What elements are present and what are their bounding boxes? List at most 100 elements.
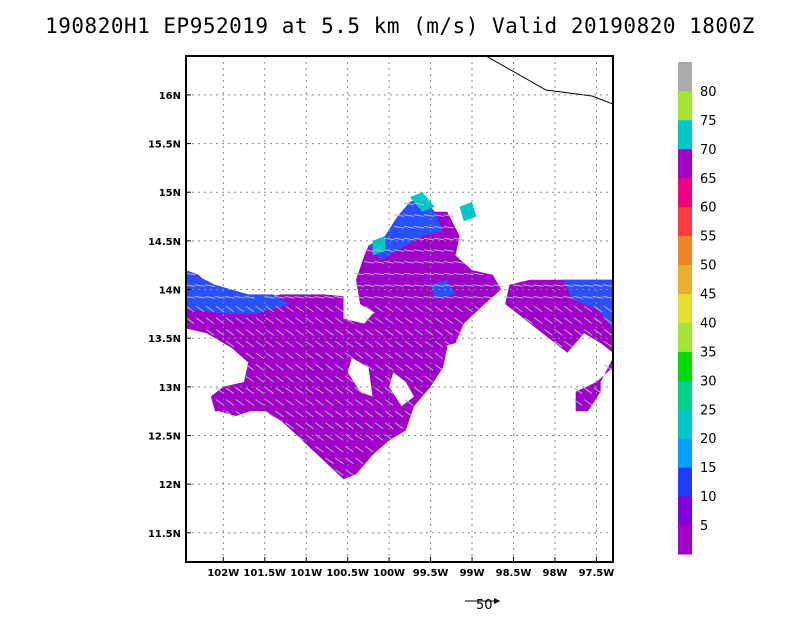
wind-vector: [573, 296, 584, 299]
wind-vector: [404, 375, 414, 383]
chart-title: 190820H1 EP952019 at 5.5 km (m/s) Valid …: [45, 14, 755, 38]
colorbar-swatch: [678, 119, 692, 150]
wind-vector: [513, 296, 524, 299]
wind-vector: [453, 284, 464, 287]
wind-vector: [394, 317, 404, 325]
wind-vector: [275, 375, 284, 383]
wind-vector: [404, 399, 414, 406]
wind-vector: [384, 410, 394, 418]
wind-vector: [265, 375, 275, 383]
wind-vector: [345, 328, 354, 336]
wind-vector: [245, 305, 255, 313]
wind-vector: [244, 296, 255, 299]
wind-vector: [553, 305, 563, 313]
wind-vector: [354, 296, 365, 299]
wind-vector: [583, 296, 594, 299]
wind-vector: [544, 317, 553, 325]
wind-vector: [394, 226, 405, 229]
wind-vector: [463, 284, 474, 287]
wind-region-high: [430, 279, 456, 300]
wind-vector: [583, 328, 593, 336]
wind-vector: [423, 296, 434, 299]
wind-region-high: [186, 270, 290, 314]
wind-vector: [235, 410, 245, 418]
wind-vector: [354, 387, 364, 395]
wind-vector: [434, 328, 444, 336]
wind-vector: [274, 296, 285, 299]
wind-vector: [523, 284, 534, 287]
wind-vector: [364, 363, 374, 371]
wind-vector: [335, 363, 344, 371]
y-tick-label: 16N: [159, 91, 181, 102]
x-tick-label: 99W: [460, 568, 485, 579]
wind-vector: [394, 422, 404, 430]
wind-vector: [186, 305, 195, 313]
wind-vector: [413, 226, 424, 229]
wind-vector: [394, 249, 405, 252]
wind-vector: [414, 317, 424, 325]
wind-vector: [265, 399, 275, 406]
wind-vector: [603, 305, 613, 313]
wind-vector: [424, 340, 434, 348]
x-tick-label: 100.5W: [326, 568, 369, 579]
wind-vector: [354, 352, 364, 360]
wind-vector: [345, 469, 354, 476]
wind-vectors: [186, 202, 613, 476]
wind-vector: [265, 363, 275, 371]
wind-vector: [394, 237, 405, 241]
wind-vector: [394, 305, 404, 313]
wind-vector: [345, 457, 354, 465]
wind-vector: [414, 363, 424, 371]
wind-vector: [315, 375, 324, 383]
wind-vector: [325, 399, 334, 406]
wind-vector: [414, 352, 424, 360]
wind-vector: [285, 410, 294, 418]
wind-vector: [265, 317, 275, 325]
wind-vector: [275, 317, 284, 325]
wind-vector: [255, 317, 265, 325]
colorbar-swatch: [678, 206, 692, 237]
wind-vector: [335, 399, 344, 406]
reference-vector-label: 50: [476, 598, 493, 613]
wind-vector: [404, 296, 415, 299]
wind-vector: [423, 272, 434, 276]
wind-vector: [593, 284, 604, 287]
plot-frame: [185, 55, 614, 563]
grid-lines: [186, 56, 613, 562]
wind-vector: [215, 328, 225, 336]
wind-vector: [215, 305, 225, 313]
wind-field: [186, 192, 613, 480]
wind-vector: [524, 305, 533, 313]
wind-vector: [404, 284, 415, 287]
wind-vector: [434, 317, 444, 325]
wind-vector: [394, 328, 404, 336]
y-axis: 11.5N 12N 12.5N 13N 13.5N 14N 14.5N 15N 15.5N 16N: [148, 91, 191, 540]
wind-vector: [245, 340, 255, 348]
wind-vector: [524, 317, 533, 325]
wind-vector: [473, 296, 484, 299]
wind-vector: [413, 261, 424, 264]
wind-vector: [225, 317, 235, 325]
wind-vector: [414, 387, 424, 395]
colorbar: 5 10 15 20 25 30 35 40 45 50 55 60 65 70 75 80: [678, 62, 717, 555]
wind-vector: [215, 387, 225, 395]
wind-vector: [295, 340, 304, 348]
wind-vector: [433, 237, 444, 241]
colorbar-swatch: [678, 525, 692, 555]
wind-vector: [404, 410, 414, 418]
wind-vector: [384, 237, 395, 241]
x-tick-label: 102W: [207, 568, 239, 579]
wind-vector: [364, 317, 374, 325]
wind-vector: [593, 317, 603, 325]
wind-vector: [315, 352, 324, 360]
colorbar-swatch: [678, 380, 692, 410]
wind-vector: [464, 305, 474, 313]
wind-vector: [364, 445, 374, 453]
wind-vector: [453, 272, 464, 276]
wind-vector: [305, 317, 314, 325]
wind-vector: [354, 284, 365, 287]
wind-vector: [325, 352, 334, 360]
wind-vector: [603, 363, 613, 371]
wind-vector: [205, 284, 216, 287]
wind-vector: [543, 296, 554, 299]
